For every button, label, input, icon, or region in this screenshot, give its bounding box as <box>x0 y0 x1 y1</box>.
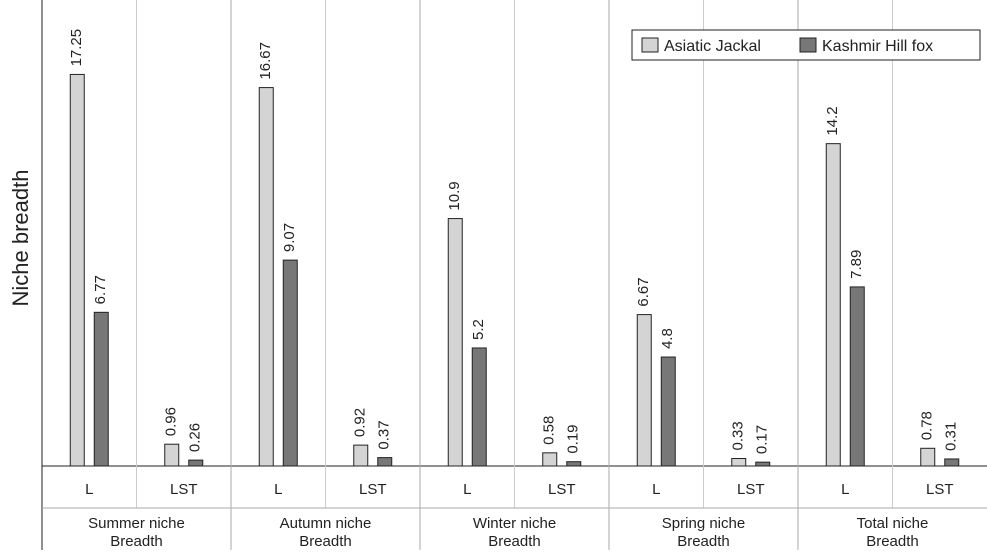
group-label-line-2: Breadth <box>866 533 919 550</box>
bar-asiatic-jackal <box>69 73 85 467</box>
data-label: 0.31 <box>943 422 960 451</box>
group-label-line-1: Summer niche <box>88 515 185 532</box>
subcategory-label: LST <box>548 481 576 498</box>
subcategory-label: L <box>652 481 660 498</box>
bar-asiatic-jackal <box>920 447 936 467</box>
subcategory-label: L <box>274 481 282 498</box>
data-label: 0.33 <box>730 421 747 450</box>
bar-kashmir-hill-fox <box>282 259 298 467</box>
legend-label-kashmir-hill-fox: Kashmir Hill fox <box>822 38 933 55</box>
group-label-line-1: Total niche <box>857 515 929 532</box>
group-label-line-2: Breadth <box>299 533 352 550</box>
data-label: 0.17 <box>754 425 771 454</box>
data-label: 5.2 <box>470 319 487 340</box>
group-label-line-1: Autumn niche <box>280 515 372 532</box>
bar-asiatic-jackal <box>636 314 652 467</box>
subcategory-label: LST <box>359 481 387 498</box>
subcategory-label: LST <box>926 481 954 498</box>
bar-asiatic-jackal <box>164 443 180 467</box>
data-label: 6.77 <box>92 275 109 304</box>
bar-asiatic-jackal <box>258 87 274 467</box>
data-label: 0.78 <box>919 411 936 440</box>
legend-swatch-asiatic-jackal <box>641 37 659 53</box>
group-label-line-2: Breadth <box>488 533 541 550</box>
bar-kashmir-hill-fox <box>755 461 771 467</box>
data-label: 16.67 <box>257 42 274 80</box>
data-label: 17.25 <box>68 29 85 67</box>
bar-kashmir-hill-fox <box>660 356 676 467</box>
group-label-line-2: Breadth <box>110 533 163 550</box>
data-label: 0.96 <box>163 407 180 436</box>
subcategory-label: L <box>841 481 849 498</box>
bar-asiatic-jackal <box>353 444 369 467</box>
bar-asiatic-jackal <box>542 452 558 467</box>
data-label: 0.37 <box>376 420 393 449</box>
subcategory-label: LST <box>737 481 765 498</box>
bar-kashmir-hill-fox <box>471 347 487 467</box>
group-label-line-1: Spring niche <box>662 515 745 532</box>
bar-kashmir-hill-fox <box>566 461 582 467</box>
data-label: 6.67 <box>635 277 652 306</box>
legend-label-asiatic-jackal: Asiatic Jackal <box>664 38 761 55</box>
data-label: 0.58 <box>541 416 558 445</box>
data-label: 4.8 <box>659 328 676 349</box>
y-axis-label: Niche breadth <box>8 170 33 307</box>
data-label: 0.92 <box>352 408 369 437</box>
group-label-line-1: Winter niche <box>473 515 556 532</box>
data-label: 0.26 <box>187 423 204 452</box>
bar-kashmir-hill-fox <box>944 458 960 467</box>
subcategory-label: LST <box>170 481 198 498</box>
subcategory-label: L <box>463 481 471 498</box>
data-label: 0.19 <box>565 424 582 453</box>
bar-asiatic-jackal <box>825 143 841 467</box>
bar-asiatic-jackal <box>447 218 463 467</box>
data-label: 14.2 <box>824 106 841 135</box>
legend: Asiatic Jackal Kashmir Hill fox <box>631 29 981 61</box>
bar-kashmir-hill-fox <box>93 311 109 467</box>
bar-kashmir-hill-fox <box>188 459 204 467</box>
bar-asiatic-jackal <box>731 458 747 467</box>
bar-kashmir-hill-fox <box>849 286 865 467</box>
legend-swatch-kashmir-hill-fox <box>799 37 817 53</box>
subcategory-label: L <box>85 481 93 498</box>
data-label: 7.89 <box>848 250 865 279</box>
data-label: 10.9 <box>446 181 463 210</box>
bar-kashmir-hill-fox <box>377 457 393 467</box>
group-label-line-2: Breadth <box>677 533 730 550</box>
data-label: 9.07 <box>281 223 298 252</box>
